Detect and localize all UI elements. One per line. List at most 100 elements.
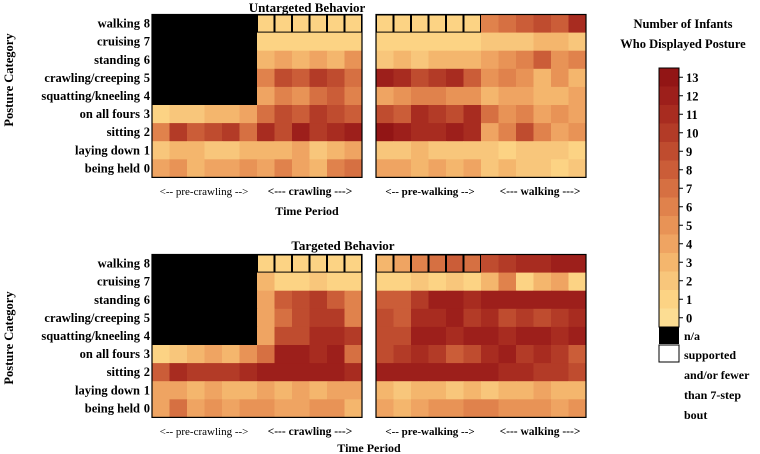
heatmap-cell [428, 308, 447, 328]
heatmap-cell [257, 141, 275, 160]
heatmap-cell [498, 272, 517, 292]
heatmap-cell [169, 32, 188, 52]
heatmap-cell [152, 68, 170, 88]
heatmap-cell [463, 272, 482, 292]
heatmap-cell [516, 290, 534, 310]
row-code: 4 [144, 89, 151, 103]
heatmap-cells [151, 253, 587, 418]
heatmap-cell [239, 272, 258, 292]
heatmap-cell [463, 50, 482, 70]
legend-supported-line: bout [684, 408, 707, 422]
heatmap-cell [516, 123, 534, 142]
period-label-pre-crawling: <-- pre-crawling --> [160, 426, 249, 438]
heatmap-cell [376, 86, 394, 106]
heatmap-cell [152, 159, 170, 178]
heatmap-cell [257, 14, 275, 33]
heatmap-cell [533, 363, 552, 382]
heatmap-cell [533, 141, 552, 160]
heatmap-cell [239, 399, 258, 418]
heatmap-cell [393, 363, 412, 382]
heatmap-cell [428, 123, 447, 142]
heatmap-cell [393, 14, 412, 33]
colorbar-legend: Number of Infants Who Displayed Posture … [620, 17, 750, 422]
heatmap-cell [152, 105, 170, 124]
heatmap-cell [411, 14, 429, 33]
heatmap-cell [481, 363, 499, 382]
heatmap-cell [551, 68, 569, 88]
heatmap-cell [376, 290, 394, 310]
heatmap-cell [222, 68, 240, 88]
heatmap-cell [393, 290, 412, 310]
row-code: 8 [144, 257, 150, 271]
heatmap-cell [274, 326, 293, 346]
heatmap-cell [152, 345, 170, 364]
heatmap-cell [274, 254, 293, 273]
heatmap-cell [516, 68, 534, 88]
heatmap-cell [516, 308, 534, 328]
heatmap-cell [327, 381, 345, 400]
heatmap-cell [152, 290, 170, 310]
heatmap-cell [428, 105, 447, 124]
heatmap-cell [498, 141, 517, 160]
heatmap-cell [411, 159, 429, 178]
heatmap-cell [428, 32, 447, 52]
y-axis-label: Posture Category [2, 33, 16, 127]
heatmap-cell [463, 86, 482, 106]
heatmap-cell [257, 68, 275, 88]
heatmap-cell [257, 272, 275, 292]
row-code: 7 [144, 35, 150, 49]
heatmap-cell [204, 105, 223, 124]
heatmap-cell [481, 32, 499, 52]
heatmap-cell [257, 159, 275, 178]
heatmap-cell [187, 290, 205, 310]
heatmap-cell [481, 141, 499, 160]
heatmap-cell [376, 363, 394, 382]
heatmap-cell [204, 381, 223, 400]
heatmap-cell [187, 326, 205, 346]
heatmap-cell [274, 381, 293, 400]
heatmap-cell [327, 105, 345, 124]
heatmap-cell [204, 308, 223, 328]
heatmap-cell [169, 254, 188, 273]
heatmap-cell [309, 141, 328, 160]
row-label: on all fours [80, 107, 141, 121]
block-frame [151, 13, 363, 178]
heatmap-cell [152, 123, 170, 142]
heatmap-cell [481, 290, 499, 310]
heatmap-cell [239, 141, 258, 160]
colorbar-swatch [659, 234, 679, 254]
heatmap-cell [516, 272, 534, 292]
heatmap-cell [327, 272, 345, 292]
row-code: 5 [144, 71, 150, 85]
heatmap-cell [481, 14, 499, 33]
heatmap-cell [257, 326, 275, 346]
heatmap-cell [516, 254, 534, 273]
heatmap-cell [463, 308, 482, 328]
row-code: 6 [144, 293, 150, 307]
row-label: walking [98, 17, 141, 31]
heatmap-cell [533, 381, 552, 400]
heatmap-cell [222, 141, 240, 160]
heatmap-cell [292, 363, 310, 382]
heatmap-cell [568, 399, 587, 418]
row-code: 0 [144, 401, 150, 415]
heatmap-cell [446, 141, 464, 160]
heatmap-cell [292, 345, 310, 364]
heatmap-cell [446, 50, 464, 70]
heatmap-cell [428, 272, 447, 292]
heatmap-cell [568, 86, 587, 106]
heatmap-cell [393, 345, 412, 364]
heatmap-cell [309, 399, 328, 418]
heatmap-cell [204, 123, 223, 142]
heatmap-cell [551, 86, 569, 106]
heatmap-cell [498, 50, 517, 70]
heatmap-cell [204, 326, 223, 346]
heatmap-cell [169, 105, 188, 124]
heatmap-cell [446, 272, 464, 292]
heatmap-cell [568, 290, 587, 310]
colorbar-tick-label: 4 [686, 237, 693, 251]
heatmap-cell [446, 68, 464, 88]
heatmap-cell [533, 86, 552, 106]
row-label: being held [85, 401, 140, 415]
heatmap-cell [533, 14, 552, 33]
